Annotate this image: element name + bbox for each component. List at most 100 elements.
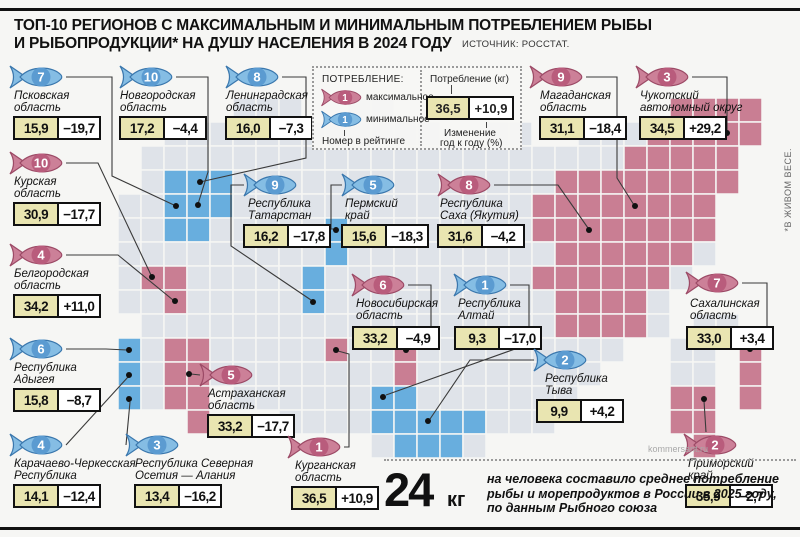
map-cell <box>508 409 533 435</box>
region-name-line1: Курская <box>14 176 57 188</box>
map-cell <box>531 241 556 267</box>
region-dot-altai <box>380 394 386 400</box>
map-cell <box>600 241 625 267</box>
average-value: 24 <box>384 463 434 516</box>
region-name-line2: Татарстан <box>248 210 312 222</box>
change-value: −12,4 <box>63 488 95 504</box>
change-value: −18,3 <box>391 228 423 244</box>
value-box: 36,5 +10,9 <box>291 486 379 510</box>
map-cell <box>600 217 625 243</box>
rank-number: 10 <box>34 156 48 171</box>
map-cell <box>485 409 510 435</box>
map-cell <box>347 385 372 411</box>
map-cell <box>554 241 579 267</box>
map-cell <box>646 169 671 195</box>
legend-change-note-2: год к году (%) <box>440 138 503 149</box>
map-cell <box>324 289 349 315</box>
map-cell <box>508 385 533 411</box>
change-value: −4,2 <box>490 228 516 244</box>
region-name-line2: Саха (Якутия) <box>440 210 519 222</box>
map-cell <box>393 409 418 435</box>
region-dot-magadan <box>632 203 638 209</box>
connector-kurgan <box>337 350 350 448</box>
consumption-value: 36,5 <box>293 488 337 508</box>
map-cell <box>508 169 533 195</box>
region-name: Пермский край <box>345 198 398 222</box>
max-fish-icon: 8 <box>437 173 491 197</box>
map-cell <box>370 433 395 459</box>
region-name: Курская область <box>14 176 61 200</box>
map-cell <box>623 265 648 291</box>
map-cell <box>669 169 694 195</box>
rank-number: 9 <box>557 70 564 85</box>
region-name: Сахалинская область <box>690 298 760 322</box>
max-fish-icon: 1 <box>287 435 341 459</box>
map-cell <box>531 289 556 315</box>
map-cell <box>646 289 671 315</box>
map-cell <box>301 265 326 291</box>
map-cell <box>278 361 303 387</box>
map-cell <box>140 361 165 387</box>
region-name-line2: Тыва <box>545 385 573 397</box>
top-rule <box>0 8 800 11</box>
map-cell <box>278 289 303 315</box>
change-value: −17,7 <box>257 418 289 434</box>
min-fish-icon: 4 <box>9 433 63 457</box>
footer-line-1: на человека составило среднее потреблени… <box>487 472 779 486</box>
legend-max-label: максимальное <box>366 92 434 103</box>
legend-title: ПОТРЕБЛЕНИЕ: <box>322 74 404 85</box>
map-cell <box>301 313 326 339</box>
region-dot-astrakhan <box>186 371 192 377</box>
map-cell <box>232 313 257 339</box>
region-name: Республика Саха (Якутия) <box>440 198 519 222</box>
connector-kursk <box>66 162 152 276</box>
min-fish-icon: 6 <box>9 337 63 361</box>
map-cell <box>554 313 579 339</box>
map-cell <box>163 217 188 243</box>
map-cell <box>370 409 395 435</box>
change-value: −4,9 <box>405 330 431 346</box>
legend-sample-change: +10,9 <box>474 100 508 116</box>
consumption-value: 17,2 <box>121 118 165 138</box>
page-title: ТОП-10 РЕГИОНОВ С МАКСИМАЛЬНЫМ И МИНИМАЛ… <box>14 17 652 53</box>
legend-change-note-1: Изменение <box>444 128 496 139</box>
map-cell <box>209 313 234 339</box>
footer-line-2: рыбы и морепродуктов в России в 2025 год… <box>487 486 777 501</box>
map-cell <box>531 217 556 243</box>
map-cell <box>577 313 602 339</box>
map-cell <box>554 217 579 243</box>
value-box: 34,2 +11,0 <box>13 294 101 318</box>
region-name-line2: область <box>356 310 403 322</box>
connector-astrakhan <box>190 373 201 376</box>
map-cell <box>232 337 257 363</box>
rank-number: 7 <box>713 276 720 291</box>
legend-max-fish: 1 <box>320 86 364 112</box>
map-cell <box>163 361 188 387</box>
min-fish-icon: 5 <box>341 173 395 197</box>
title-line-2: И РЫБОПРОДУКЦИИ* НА ДУШУ НАСЕЛЕНИЯ В 202… <box>14 35 452 52</box>
map-cell <box>301 385 326 411</box>
map-cell <box>117 289 142 315</box>
connector-primorye <box>703 400 707 433</box>
map-cell <box>255 361 280 387</box>
region-name: Республика Татарстан <box>248 198 311 222</box>
map-cell <box>738 385 763 411</box>
max-fish-icon: 4 <box>9 243 63 267</box>
change-value: +10,9 <box>341 490 373 506</box>
footer-separator <box>384 459 796 461</box>
map-cell <box>462 409 487 435</box>
region-name-line1: Ленинградская <box>226 90 308 102</box>
region-name-line1: Астраханская <box>208 388 286 400</box>
watermark: kommersant.ru <box>648 444 709 454</box>
map-cell <box>324 265 349 291</box>
region-dot-tyva <box>425 418 431 424</box>
region-dot-kurgan <box>333 347 339 353</box>
map-cell <box>163 169 188 195</box>
value-box: 33,2 −4,9 <box>352 326 440 350</box>
region-name: Республика Тыва <box>545 373 608 397</box>
consumption-value: 15,8 <box>15 390 59 410</box>
value-box: 15,8 −8,7 <box>13 388 101 412</box>
title-line-1: ТОП-10 РЕГИОНОВ С МАКСИМАЛЬНЫМ И МИНИМАЛ… <box>14 17 652 34</box>
region-name-line2: область <box>14 102 61 114</box>
consumption-value: 9,3 <box>456 328 500 348</box>
